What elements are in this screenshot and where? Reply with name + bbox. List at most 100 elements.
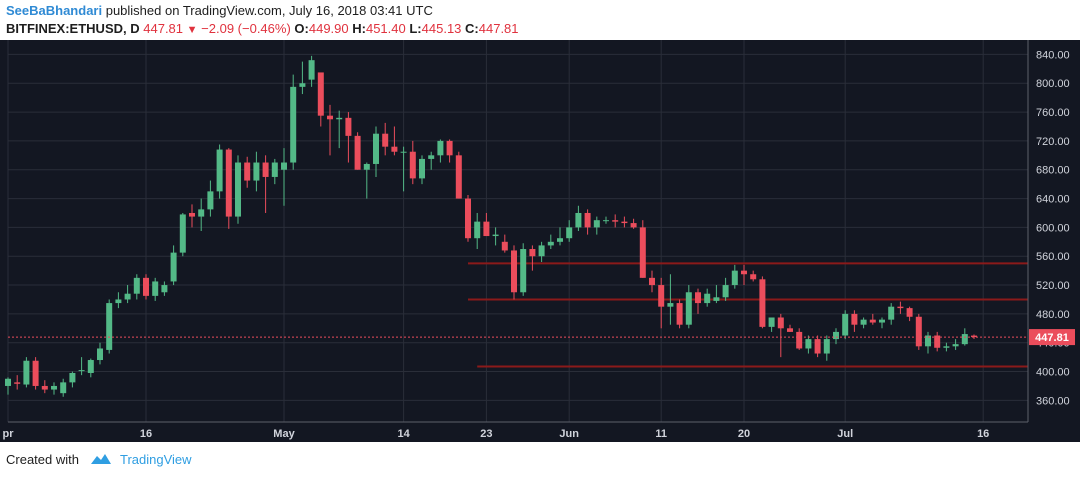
candle-body-up (547, 241, 554, 246)
candle-body-down (244, 162, 251, 181)
published-text: published on TradingView.com, July 16, 2… (105, 3, 433, 18)
symbol-label: BITFINEX:ETHUSD, D (6, 21, 140, 36)
down-arrow-icon: ▼ (186, 24, 198, 36)
candle-body-down (225, 149, 232, 217)
candle-body-up (207, 191, 214, 210)
candle-body-up (299, 83, 306, 87)
tradingview-cloud-icon[interactable] (89, 452, 113, 469)
candle-body-down (189, 212, 195, 217)
tradingview-link[interactable]: TradingView (120, 452, 192, 467)
candle-body-up (69, 372, 76, 383)
price-tick-label: 400.00 (1036, 367, 1070, 379)
open-label: O: (294, 21, 309, 36)
candle-body-down (409, 151, 416, 179)
candle-body-down (529, 249, 536, 257)
candle-body-up (474, 221, 481, 239)
last-price: 447.81 (143, 21, 184, 36)
price-tick-label: 360.00 (1036, 395, 1070, 407)
candle-body-up (78, 370, 85, 372)
candle-body-up (115, 299, 122, 304)
time-tick-label: 14 (397, 428, 410, 440)
high-value: 451.40 (365, 21, 406, 36)
candle-body-down (676, 303, 683, 325)
candle-body-down (777, 317, 784, 329)
candle-body-down (897, 306, 904, 309)
price-tick-label: 600.00 (1036, 222, 1070, 234)
candle-body-up (336, 117, 343, 120)
candle-body-down (639, 227, 646, 278)
candle-body-up (704, 293, 711, 304)
support-resistance-lines (468, 262, 1028, 368)
candle-body-down (915, 316, 922, 347)
time-tick-label: Jun (559, 428, 579, 440)
candle-body-up (179, 214, 186, 253)
candle-body-down (971, 335, 977, 338)
time-tick-label: Jul (837, 428, 853, 440)
candle-body-down (345, 117, 352, 136)
price-tick-label: 520.00 (1036, 280, 1070, 292)
candle-body-up (575, 212, 582, 228)
last-price-badge (1029, 329, 1075, 346)
candle-body-down (796, 331, 803, 349)
candle-body-up (152, 281, 159, 296)
publication-line: SeeBaBhandari published on TradingView.c… (6, 3, 433, 18)
candle-body-down (695, 292, 701, 304)
candle-body-up (768, 317, 775, 327)
candlestick-series (5, 55, 977, 397)
candle-body-down (869, 319, 876, 323)
candle-body-up (106, 303, 113, 350)
candle-body-up (437, 140, 444, 156)
symbol-info-line: BITFINEX:ETHUSD, D 447.81 ▼ −2.09 (−0.46… (6, 21, 519, 36)
candle-body-up (124, 293, 131, 300)
close-value: 447.81 (478, 21, 519, 36)
price-tick-label: 640.00 (1036, 194, 1070, 206)
candle-body-up (400, 151, 407, 153)
candle-body-down (32, 360, 39, 386)
candle-body-down (759, 279, 766, 327)
price-axis[interactable]: 360.00400.00440.00480.00520.00560.00600.… (1036, 49, 1070, 407)
candle-body-up (87, 360, 94, 373)
author-link[interactable]: SeeBaBhandari (6, 3, 103, 18)
price-tick-label: 760.00 (1036, 107, 1070, 119)
candle-body-down (750, 274, 757, 280)
low-value: 445.13 (421, 21, 462, 36)
candle-body-up (51, 385, 57, 390)
candle-body-up (538, 245, 545, 257)
candle-body-down (465, 198, 471, 239)
time-tick-label: 20 (738, 428, 750, 440)
candle-body-up (198, 209, 205, 217)
candle-body-down (741, 270, 747, 275)
candle-body-up (290, 86, 297, 163)
candle-body-up (943, 346, 950, 348)
candle-body-up (888, 306, 895, 320)
candle-body-up (952, 344, 959, 347)
price-tick-label: 680.00 (1036, 165, 1070, 177)
candle-body-up (308, 60, 315, 80)
candle-body-up (593, 220, 600, 228)
candle-body-down (483, 221, 490, 237)
candle-body-up (833, 331, 839, 340)
time-axis[interactable]: pr 16 May 14 23 Jun 11 20 Jul 16 (3, 428, 990, 440)
high-label: H: (352, 21, 366, 36)
low-label: L: (409, 21, 422, 36)
price-change: −2.09 (−0.46%) (201, 21, 291, 36)
open-value: 449.90 (308, 21, 349, 36)
candle-body-up (216, 149, 223, 192)
candle-body-up (281, 162, 287, 170)
candle-body-down (501, 241, 508, 251)
price-chart[interactable]: 360.00400.00440.00480.00520.00560.00600.… (0, 40, 1080, 442)
candle-body-up (805, 339, 812, 349)
candle-body-down (262, 162, 269, 177)
candle-body-up (235, 162, 241, 217)
footer: Created with TradingView (6, 452, 192, 469)
time-tick-label: 16 (977, 428, 989, 440)
candle-body-down (851, 313, 858, 325)
candle-body-up (133, 277, 140, 294)
candle-body-up (23, 360, 30, 385)
candle-body-up (603, 220, 609, 222)
candle-body-up (5, 378, 11, 386)
candle-body-up (60, 382, 67, 394)
candle-body-down (327, 115, 333, 120)
candle-body-up (722, 285, 729, 298)
candle-body-down (630, 223, 637, 228)
